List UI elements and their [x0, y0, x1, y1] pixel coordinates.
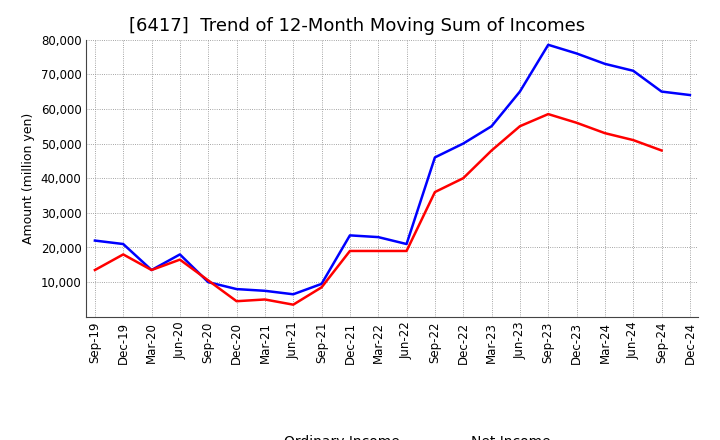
Ordinary Income [176, 252, 184, 257]
Ordinary Income [402, 242, 411, 247]
Net Income [119, 252, 127, 257]
Net Income [431, 189, 439, 194]
Net Income [318, 285, 326, 290]
Ordinary Income [459, 141, 467, 146]
Ordinary Income [657, 89, 666, 94]
Legend: Ordinary Income, Net Income: Ordinary Income, Net Income [229, 429, 556, 440]
Ordinary Income [91, 238, 99, 243]
Ordinary Income [629, 68, 637, 73]
Ordinary Income [119, 242, 127, 247]
Ordinary Income [487, 124, 496, 129]
Net Income [459, 176, 467, 181]
Ordinary Income [289, 292, 297, 297]
Ordinary Income [261, 288, 269, 293]
Ordinary Income [346, 233, 354, 238]
Net Income [544, 111, 552, 117]
Net Income [176, 257, 184, 262]
Ordinary Income [374, 235, 382, 240]
Ordinary Income [204, 279, 212, 285]
Net Income [289, 302, 297, 307]
Ordinary Income [600, 61, 609, 66]
Net Income [516, 124, 524, 129]
Ordinary Income [685, 92, 694, 98]
Ordinary Income [431, 155, 439, 160]
Line: Ordinary Income: Ordinary Income [95, 45, 690, 294]
Ordinary Income [318, 281, 326, 286]
Net Income [487, 148, 496, 153]
Net Income [402, 248, 411, 253]
Net Income [600, 131, 609, 136]
Net Income [629, 137, 637, 143]
Line: Net Income: Net Income [95, 114, 662, 304]
Net Income [91, 268, 99, 273]
Y-axis label: Amount (million yen): Amount (million yen) [22, 113, 35, 244]
Net Income [572, 120, 581, 125]
Ordinary Income [148, 268, 156, 273]
Net Income [346, 248, 354, 253]
Net Income [261, 297, 269, 302]
Net Income [148, 268, 156, 273]
Net Income [204, 278, 212, 283]
Net Income [374, 248, 382, 253]
Net Income [657, 148, 666, 153]
Ordinary Income [516, 89, 524, 94]
Ordinary Income [233, 286, 241, 292]
Ordinary Income [544, 42, 552, 48]
Text: [6417]  Trend of 12-Month Moving Sum of Incomes: [6417] Trend of 12-Month Moving Sum of I… [130, 17, 585, 35]
Ordinary Income [572, 51, 581, 56]
Net Income [233, 299, 241, 304]
